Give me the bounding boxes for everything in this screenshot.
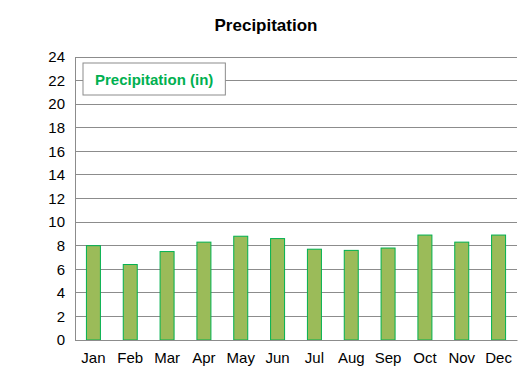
tick-label: 4 — [57, 284, 65, 301]
tick-label: Jan — [81, 349, 105, 366]
bar — [418, 235, 432, 340]
bar — [381, 248, 395, 340]
tick-label: 18 — [48, 119, 65, 136]
tick-label: 10 — [48, 213, 65, 230]
bar — [86, 246, 100, 340]
tick-label: 14 — [48, 166, 65, 183]
tick-label: 6 — [57, 261, 65, 278]
tick: 10 — [48, 213, 75, 230]
tick: 0 — [57, 331, 75, 348]
tick: Aug — [338, 340, 365, 366]
tick-label: Sep — [375, 349, 402, 366]
tick: Jan — [81, 340, 105, 366]
legend-label: Precipitation (in) — [95, 71, 213, 88]
legend: Precipitation (in) — [83, 63, 225, 95]
grid-line — [75, 340, 517, 341]
tick: Nov — [448, 340, 475, 366]
grid — [75, 57, 517, 340]
tick-label: 16 — [48, 143, 65, 160]
grid-line — [75, 245, 517, 246]
tick: May — [227, 340, 256, 366]
bar — [160, 252, 174, 340]
axis-line — [76, 340, 518, 341]
tick-label: 22 — [48, 72, 65, 89]
tick-label: 12 — [48, 190, 65, 207]
chart: Precipitation024681012141618202224JanFeb… — [0, 0, 532, 384]
x-axis: Jan Feb Mar Apr May Jun Jul Aug Sep Oct Nov Dec — [76, 340, 518, 366]
tick: 22 — [48, 72, 75, 89]
bar — [271, 239, 285, 340]
tick-label: Jul — [305, 349, 324, 366]
tick: 18 — [48, 119, 75, 136]
grid-line — [75, 151, 517, 152]
tick-label: Apr — [192, 349, 215, 366]
tick: 24 — [48, 48, 75, 65]
tick: 8 — [57, 237, 75, 254]
tick: Feb — [117, 340, 143, 366]
tick-label: 8 — [57, 237, 65, 254]
tick-label: May — [227, 349, 256, 366]
tick: 16 — [48, 143, 75, 160]
tick: Jul — [305, 340, 324, 366]
tick: Dec — [485, 340, 512, 366]
bar — [234, 236, 248, 340]
tick: 12 — [48, 190, 75, 207]
bar — [344, 250, 358, 340]
tick: 20 — [48, 95, 75, 112]
tick-label: Feb — [117, 349, 143, 366]
tick-label: 24 — [48, 48, 65, 65]
tick-label: Aug — [338, 349, 365, 366]
bar — [455, 242, 469, 340]
grid-line — [75, 292, 517, 293]
bar — [197, 242, 211, 340]
plot: 024681012141618202224JanFebMarAprMayJunJ… — [48, 48, 517, 365]
grid-line — [75, 269, 517, 270]
axis-line — [75, 58, 76, 341]
tick-label: Jun — [265, 349, 289, 366]
tick-label: Mar — [154, 349, 180, 366]
title: Precipitation — [215, 16, 318, 35]
tick: Jun — [265, 340, 289, 366]
tick: Apr — [192, 340, 215, 366]
grid-line — [75, 316, 517, 317]
grid-line — [75, 127, 517, 128]
tick: 14 — [48, 166, 75, 183]
tick: Mar — [154, 340, 180, 366]
tick: 4 — [57, 284, 75, 301]
bar — [123, 265, 137, 340]
tick-label: 0 — [57, 331, 65, 348]
bar — [307, 249, 321, 340]
tick-label: Nov — [448, 349, 475, 366]
tick-label: 2 — [57, 308, 65, 325]
grid-line — [75, 104, 517, 105]
bar — [492, 235, 506, 340]
grid-line — [75, 222, 517, 223]
grid-line — [75, 174, 517, 175]
tick: Sep — [375, 340, 402, 366]
legend-box — [83, 63, 225, 95]
y-axis: 024681012141618202224 — [48, 48, 75, 348]
tick-label: 20 — [48, 95, 65, 112]
grid-line — [75, 198, 517, 199]
bars — [86, 235, 505, 340]
tick-label: Oct — [413, 349, 437, 366]
tick: Oct — [413, 340, 437, 366]
tick-label: Dec — [485, 349, 512, 366]
tick: 6 — [57, 261, 75, 278]
grid-line — [75, 57, 517, 58]
tick: 2 — [57, 308, 75, 325]
